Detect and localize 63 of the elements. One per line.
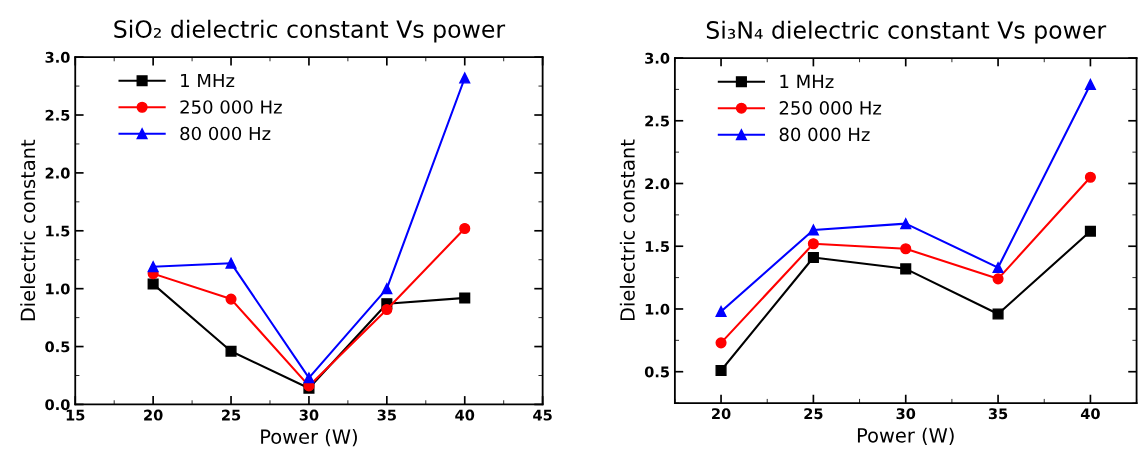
y-axis-title: Dielectric constant [619,139,635,321]
point [1084,171,1096,183]
legend-label: 80 000 Hz [180,126,271,141]
point [147,261,159,273]
legend-label: 250 000 Hz [779,101,882,115]
point [992,262,1004,274]
y-tick-label: 1.5 [645,241,669,252]
point [992,308,1004,320]
y-tick-label: 3.0 [645,52,670,64]
y-tick-label: 1.5 [46,225,70,237]
point [381,303,393,316]
point [225,293,237,305]
y-tick-label: 2.5 [645,115,669,127]
x-tick-label: 40 [455,409,475,421]
x-tick-label: 25 [222,409,241,421]
x-tick-label: 35 [377,409,396,421]
y-tick-label: 0.0 [45,399,70,411]
point [807,224,819,236]
y-tick-label: 3.0 [45,51,70,63]
point [715,337,727,349]
x-axis-title: Power (W) [261,429,357,447]
x-tick-label: 45 [533,409,552,421]
y-axis-title: Dielectric constant [20,139,36,321]
point [900,243,912,255]
chart-title: SiO₂ dielectric constant Vs power [114,19,506,43]
point [715,305,727,318]
legend-label: 250 000 Hz [180,100,282,114]
y-tick-label: 2.0 [645,178,670,190]
x-tick-label: 30 [896,408,916,420]
point [900,218,912,230]
y-tick-label: 1.0 [46,283,70,295]
point [459,222,471,235]
x-axis-title: Power (W) [857,427,954,445]
chart-title: Si₃N₄ dielectric constant Vs power [706,20,1107,44]
x-tick-label: 40 [1080,408,1100,420]
y-tick-label: 2.0 [45,167,70,179]
x-tick-label: 20 [144,409,163,421]
y-tick-label: 0.5 [644,366,669,378]
point [1084,225,1096,237]
point [147,278,159,290]
y-tick-label: 2.5 [45,109,70,121]
legend-label: 80 000 Hz [779,127,870,142]
y-tick-label: 0.5 [45,341,70,353]
point [1084,78,1096,90]
x-tick-label: 25 [804,408,823,420]
point [225,257,237,269]
legend-label: 1 MHz [181,73,235,88]
point [992,273,1004,285]
legend-label: 1 MHz [780,74,834,89]
point [807,251,819,264]
point [807,238,819,250]
point [459,72,471,84]
y-tick-label: 1.0 [645,303,670,315]
x-tick-label: 20 [712,408,731,420]
x-tick-label: 30 [299,409,319,421]
point [900,263,912,275]
x-tick-label: 15 [66,409,85,421]
point [381,283,393,295]
point [303,372,315,384]
point [715,364,727,377]
point [459,292,471,304]
x-tick-label: 35 [988,408,1008,420]
point [225,345,237,357]
